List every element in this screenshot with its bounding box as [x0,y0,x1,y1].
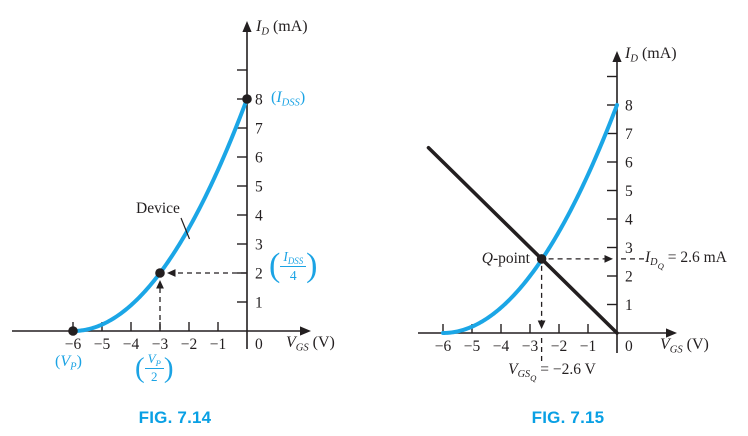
fig714-x-tick-label: −6 [65,336,82,353]
fig715-origin-zero-label: 0 [625,338,633,355]
fig714-y-tick-label: 4 [255,208,263,225]
fig714-y-tick-label: 6 [255,150,263,167]
fig715-x-tick-label: −1 [580,338,597,355]
fig715-y-axis-label: ID (mA) [625,45,677,65]
fig714-x-tick-label: −3 [152,336,169,353]
fig715-y-tick-label: 8 [625,98,633,115]
fig715-caption: FIG. 7.15 [531,408,605,427]
fig715-y-tick-label: 6 [625,155,633,172]
fig714-caption: FIG. 7.14 [138,408,212,427]
fig714-x-tick-label: −2 [181,336,198,353]
fig714-y-tick-label: 2 [255,266,263,283]
fig714-y-axis-label: ID (mA) [256,18,308,38]
fig715-transfer-curve [441,103,619,335]
fig714-x-tick-label: −4 [123,336,140,353]
fig715-guide-idq-arrow [604,255,613,263]
fig715-x-tick-label: −6 [435,338,452,355]
fig714-origin-zero-label: 0 [255,336,263,353]
fig714-y-tick-label: 8 [255,92,263,109]
fig715-vgsq-label: VGSQ = −2.6 V [508,361,596,384]
fig714-y-tick-label: 3 [255,237,263,254]
fig715-q-point-label: Q-point [481,250,530,267]
fig714-y-tick-label: 7 [255,121,263,138]
fig714-x-tick-label: −5 [94,336,111,353]
fig715-x-tick-label: −3 [522,338,539,355]
open-paren: ( [269,246,281,284]
fig715-y-tick-label: 2 [625,269,633,286]
fig715-x-tick-label: −2 [551,338,568,355]
fig715-y-tick-label: 3 [625,240,633,257]
fig715-y-tick-label: 5 [625,183,633,200]
fig714-curve-point-dot [68,326,78,336]
fig715-x-axis-label: VGS (V) [660,336,709,356]
fig714-idss-label: (IDSS) [271,89,306,109]
fig714-y-tick-label: 1 [255,295,263,312]
fig714-x-axis-label: VGS (V) [286,334,335,354]
fig715-y-axis-arrow [612,51,622,62]
fig715-idq-label: IDQ = 2.6 mA [645,249,727,272]
fig715-self-bias-load-line [426,145,619,335]
fig714-curve-point-dot [155,268,165,278]
fig715-y-tick-label: 1 [625,297,633,314]
fig714-idss-quarter-label: (IDSS 4) [269,246,318,284]
fig714-x-axis-arrow [300,326,311,336]
fig715-y-tick-label: 4 [625,212,633,229]
fig715-y-tick-label: 7 [625,126,633,143]
fig714-device-leader-line [180,217,191,240]
close-paren: ) [306,246,318,284]
close-paren: ) [163,352,174,385]
fig714-vp-label: (VP) [55,353,82,373]
fig714-y-axis-arrow [242,21,252,32]
fig714-guide-vgs-arrow [156,280,164,289]
fig714-y-tick-label: 5 [255,179,263,196]
fig715-x-tick-label: −4 [493,338,510,355]
fig715-x-axis-arrow [666,328,677,338]
fig714-vp-half-label: (VP 2) [135,351,174,385]
fig715-guide-vgsq-arrow [537,320,546,329]
fig714-x-tick-label: −1 [210,336,227,353]
fig715-x-tick-label: −5 [464,338,481,355]
fig714-guide-id-arrow [167,269,176,277]
fig714-curve-point-dot [242,94,252,104]
fig715-q-point-dot [536,254,547,264]
open-paren: ( [135,352,145,385]
fig714-device-label: Device [136,200,180,217]
